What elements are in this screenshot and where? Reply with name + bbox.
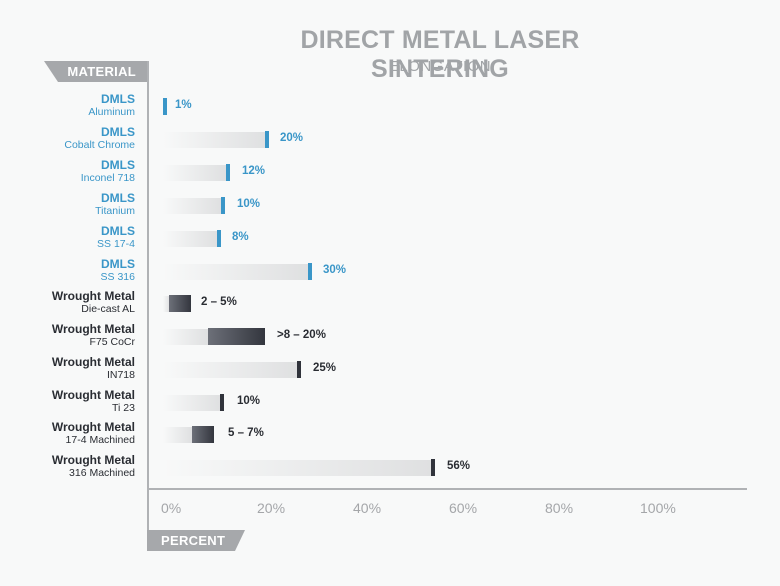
row-material: SS 17-4 <box>97 238 135 250</box>
row-label: DMLS Titanium <box>95 191 135 218</box>
chart-subtitle: ELONGATION <box>388 58 492 75</box>
row-group: Wrought Metal <box>51 322 135 336</box>
bar-marker <box>431 459 435 476</box>
bar-marker <box>220 394 224 411</box>
bar-value: >8 – 20% <box>277 329 326 341</box>
row-label: DMLS Aluminum <box>88 92 135 119</box>
row-material: IN718 <box>106 369 135 381</box>
x-tick: 40% <box>353 500 382 516</box>
bar-marker <box>308 263 312 280</box>
row-material: 17-4 Machined <box>65 434 135 446</box>
bar-track <box>163 231 217 247</box>
row-group: Wrought Metal <box>51 453 135 467</box>
row-label: Wrought Metal F75 CoCr <box>52 322 135 349</box>
bar-marker <box>221 197 225 214</box>
bar-row: Wrought Metal Die-cast AL 2 – 5% <box>0 289 780 322</box>
row-label: Wrought Metal 316 Machined <box>52 453 135 480</box>
row-label: DMLS SS 316 <box>101 257 135 284</box>
bar-value: 10% <box>237 395 261 407</box>
row-material: Ti 23 <box>112 402 135 414</box>
row-group: Wrought Metal <box>51 388 135 402</box>
row-material: Titanium <box>95 205 135 217</box>
bar-value: 2 – 5% <box>201 296 237 308</box>
row-group: Wrought Metal <box>51 289 135 303</box>
bar-value: 10% <box>237 198 261 210</box>
row-group: DMLS <box>101 125 135 139</box>
row-material: Inconel 718 <box>80 172 135 184</box>
bar-track <box>163 264 308 280</box>
bar-value: 25% <box>313 362 337 374</box>
bar-value: 1% <box>175 99 192 111</box>
x-tick: 20% <box>257 500 286 516</box>
bar-value: 8% <box>232 231 249 243</box>
bar-row: DMLS SS 17-4 8% <box>0 224 780 257</box>
bar-range <box>208 328 265 345</box>
bar-value: 56% <box>447 460 471 472</box>
x-axis-line <box>147 488 747 490</box>
row-material: F75 CoCr <box>89 336 135 348</box>
bar-value: 30% <box>323 264 347 276</box>
row-material: Aluminum <box>88 106 135 118</box>
row-label: Wrought Metal Die-cast AL <box>52 289 135 316</box>
chart-title: DIRECT METAL LASER SINTERING <box>300 26 580 83</box>
row-label: Wrought Metal IN718 <box>52 355 135 382</box>
x-tick: 80% <box>545 500 574 516</box>
bar-row: Wrought Metal F75 CoCr >8 – 20% <box>0 322 780 355</box>
bar-track <box>163 198 221 214</box>
bar-value: 20% <box>280 132 304 144</box>
row-label: Wrought Metal 17-4 Machined <box>52 420 135 447</box>
bar-row: Wrought Metal IN718 25% <box>0 355 780 388</box>
x-axis-label: PERCENT <box>161 533 226 548</box>
row-group: DMLS <box>101 224 135 238</box>
bar-row: DMLS Aluminum 1% <box>0 92 780 125</box>
row-label: DMLS Cobalt Chrome <box>64 125 135 152</box>
bar-marker <box>217 230 221 247</box>
x-tick: 0% <box>161 500 182 516</box>
row-label: DMLS Inconel 718 <box>81 158 135 185</box>
row-material: Cobalt Chrome <box>64 139 135 151</box>
row-label: DMLS SS 17-4 <box>97 224 135 251</box>
row-group: Wrought Metal <box>51 420 135 434</box>
bar-marker <box>297 361 301 378</box>
bar-track <box>163 329 208 345</box>
bar-track <box>163 296 170 312</box>
bar-track <box>163 460 431 476</box>
bar-track <box>163 132 265 148</box>
row-group: DMLS <box>101 191 135 205</box>
row-group: Wrought Metal <box>51 355 135 369</box>
bar-marker <box>163 98 167 115</box>
bar-range <box>169 295 191 312</box>
row-group: DMLS <box>101 257 135 271</box>
bar-marker <box>226 164 230 181</box>
bar-row: DMLS Inconel 718 12% <box>0 158 780 191</box>
bar-range <box>192 426 214 443</box>
bar-row: Wrought Metal 316 Machined 56% <box>0 453 780 486</box>
x-tick: 100% <box>640 500 676 516</box>
x-tick: 60% <box>449 500 478 516</box>
bar-row: DMLS Titanium 10% <box>0 191 780 224</box>
row-group: DMLS <box>101 92 135 106</box>
bar-value: 5 – 7% <box>228 427 264 439</box>
row-group: DMLS <box>101 158 135 172</box>
bar-track <box>163 427 192 443</box>
y-axis-line <box>147 61 149 551</box>
x-axis-label-tag: PERCENT <box>147 530 245 551</box>
bar-track <box>163 362 297 378</box>
row-material: 316 Machined <box>69 467 135 479</box>
y-axis-label: MATERIAL <box>67 64 136 79</box>
row-material: SS 316 <box>100 271 135 283</box>
bar-row: DMLS Cobalt Chrome 20% <box>0 125 780 158</box>
row-label: Wrought Metal Ti 23 <box>52 388 135 415</box>
bar-track <box>163 165 226 181</box>
row-material: Die-cast AL <box>81 303 135 315</box>
y-axis-label-tag: MATERIAL <box>44 61 148 82</box>
bar-row: Wrought Metal 17-4 Machined 5 – 7% <box>0 420 780 453</box>
bar-row: Wrought Metal Ti 23 10% <box>0 388 780 421</box>
bar-row: DMLS SS 316 30% <box>0 257 780 290</box>
bar-marker <box>265 131 269 148</box>
bar-track <box>163 395 220 411</box>
bar-value: 12% <box>242 165 266 177</box>
